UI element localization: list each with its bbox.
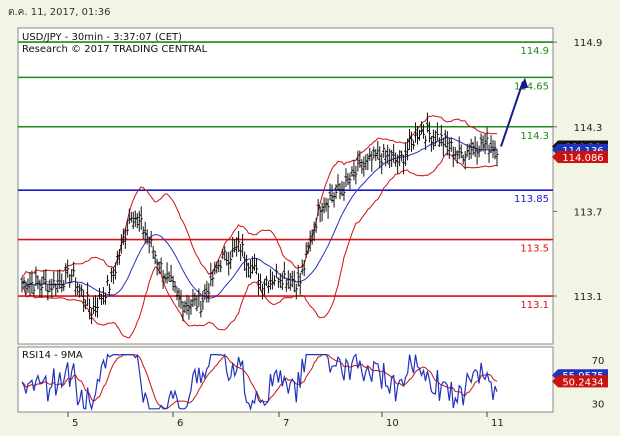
level-label: 114.65	[514, 81, 549, 92]
forecast-arrow	[500, 81, 524, 147]
date-tick-label: 11	[491, 418, 504, 429]
level-label: 114.9	[520, 46, 549, 57]
price-badge: 114.086	[552, 150, 608, 164]
forecast-arrow-head	[519, 77, 528, 90]
rsi-ma-line	[21, 354, 498, 409]
timestamp: ต.ค. 11, 2017, 01:36	[8, 7, 111, 18]
bollinger-lower	[21, 152, 497, 339]
date-tick-label: 10	[386, 418, 399, 429]
price-tick-label: 113.1	[574, 292, 603, 303]
date-tick-label: 6	[177, 418, 183, 429]
date-tick-label: 5	[72, 418, 78, 429]
rsi-tick-label: 70	[592, 356, 605, 367]
ohlc-bars	[20, 112, 499, 325]
rsi-badge-bg	[552, 375, 608, 388]
date-tick-label: 7	[283, 418, 289, 429]
rsi-badge: 50.2434	[552, 375, 608, 388]
rsi-badge-label: 50.2434	[562, 377, 603, 388]
moving-average	[21, 136, 497, 299]
level-label: 113.5	[520, 244, 549, 255]
chart-subtitle: Research © 2017 TRADING CENTRAL	[22, 44, 208, 55]
price-tick-label: 114.9	[574, 38, 603, 49]
price-tick-label: 114.3	[574, 123, 603, 134]
top-bar: ต.ค. 11, 2017, 01:36	[0, 0, 620, 22]
price-tick-label: 113.7	[574, 207, 603, 218]
price-badge-bg	[552, 150, 608, 163]
level-label: 114.3	[520, 131, 549, 142]
rsi-title: RSI14 - 9MA	[22, 350, 83, 361]
level-label: 113.1	[520, 300, 549, 311]
price-badge-label: 114.086	[562, 153, 603, 164]
level-label: 113.85	[514, 194, 549, 205]
price-panel	[17, 27, 554, 345]
chart-title: USD/JPY - 30min - 3:37:07 (CET)	[22, 32, 182, 43]
rsi-tick-label: 30	[592, 399, 605, 410]
rsi-line	[21, 353, 498, 412]
